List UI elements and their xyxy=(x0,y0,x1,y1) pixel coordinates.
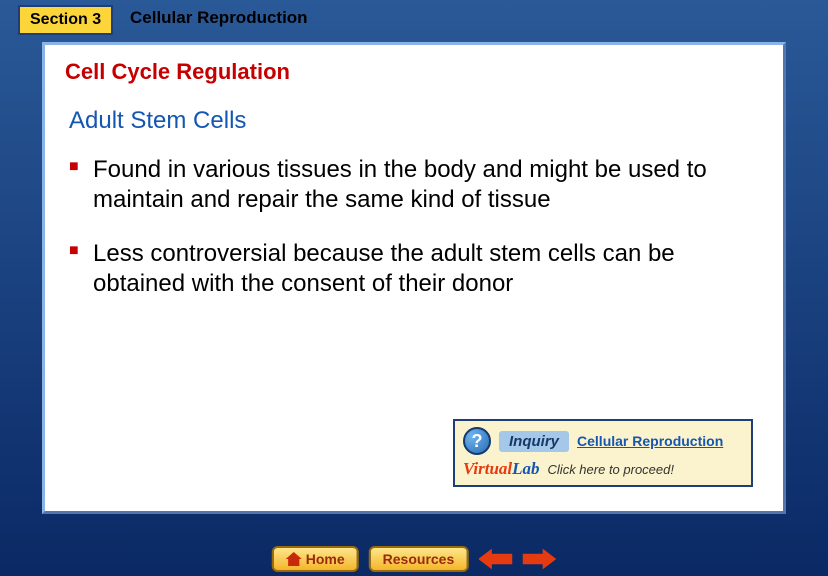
slide-frame: Section 3 Cellular Reproduction Cell Cyc… xyxy=(0,0,828,545)
inquiry-bottom-row: VirtualLab Click here to proceed! xyxy=(463,459,743,479)
content-panel: Cell Cycle Regulation Adult Stem Cells F… xyxy=(42,42,786,514)
bottom-nav: Home Resources xyxy=(272,546,557,572)
inquiry-label: Inquiry xyxy=(499,431,569,452)
question-icon: ? xyxy=(463,427,491,455)
back-arrow-icon[interactable] xyxy=(478,546,512,572)
list-item: Found in various tissues in the body and… xyxy=(69,155,763,215)
resources-button[interactable]: Resources xyxy=(369,546,469,572)
vlab-prefix: Virtual xyxy=(463,459,512,478)
home-label: Home xyxy=(306,551,345,567)
proceed-text: Click here to proceed! xyxy=(548,462,674,477)
virtual-lab-label: VirtualLab xyxy=(463,459,540,479)
home-button[interactable]: Home xyxy=(272,546,359,572)
section-tab: Section 3 xyxy=(18,5,113,35)
inquiry-link[interactable]: Cellular Reproduction xyxy=(577,433,723,449)
bullet-list: Found in various tissues in the body and… xyxy=(69,155,763,299)
section-label: Section 3 xyxy=(30,11,101,28)
list-item: Less controversial because the adult ste… xyxy=(69,239,763,299)
forward-arrow-icon[interactable] xyxy=(522,546,556,572)
subsection-title: Adult Stem Cells xyxy=(69,107,763,135)
vlab-suffix: Lab xyxy=(512,459,539,478)
inquiry-box[interactable]: ? Inquiry Cellular Reproduction VirtualL… xyxy=(453,419,753,487)
section-title: Cell Cycle Regulation xyxy=(65,59,763,85)
house-icon xyxy=(286,552,302,566)
resources-label: Resources xyxy=(383,551,455,567)
chapter-title: Cellular Reproduction xyxy=(130,8,308,28)
inquiry-top-row: ? Inquiry Cellular Reproduction xyxy=(463,427,743,455)
